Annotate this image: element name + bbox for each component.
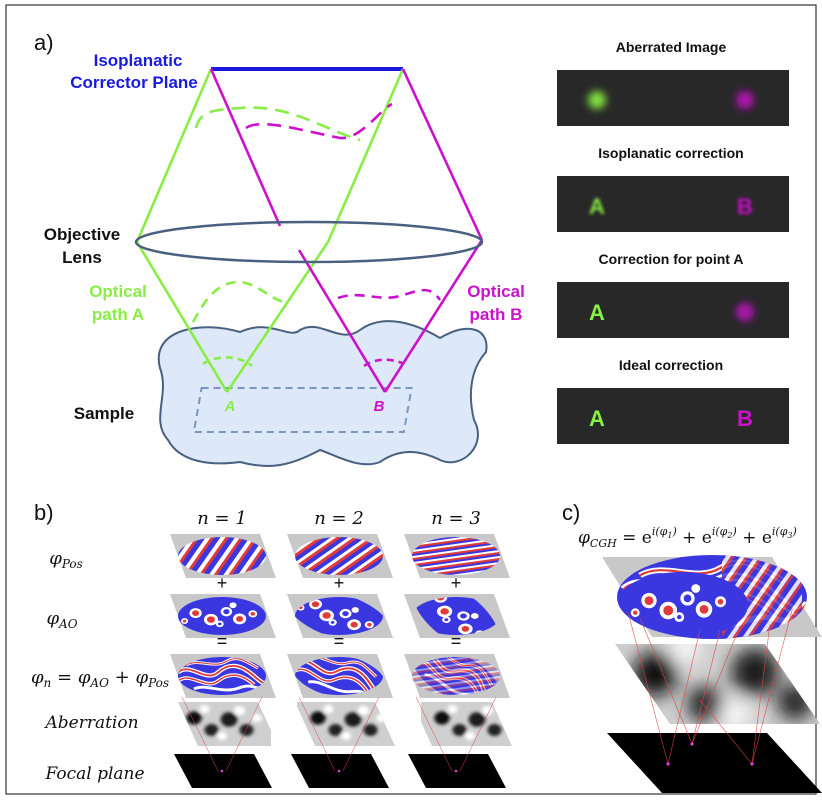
pos-phase-plane	[404, 534, 510, 578]
optical-path-b	[209, 68, 484, 393]
panel-b: b) φPos φAO φn = φAO + φPos Aberration F…	[31, 500, 519, 788]
focal-plane	[291, 754, 389, 788]
sample-blob	[157, 320, 488, 467]
sample-label: Sample	[74, 404, 134, 423]
image-panel-background	[557, 388, 789, 444]
equals-sign: =	[334, 631, 345, 651]
panel-b-column: n = 3 + =	[404, 508, 519, 788]
cgh-plane	[602, 555, 822, 639]
focal-plane	[408, 754, 506, 788]
image-panel-title: Isoplanatic correction	[598, 145, 743, 161]
ao-phase-plane	[170, 594, 276, 638]
image-panel-title: Ideal correction	[619, 357, 723, 373]
panel-b-columns: n = 1 + = n = 2 + = n = 3 + =	[170, 508, 519, 788]
plus-sign: +	[451, 573, 462, 593]
optical-path-a	[135, 68, 405, 393]
image-spot-left: A	[588, 90, 606, 112]
pos-phase-plane	[287, 534, 393, 578]
ray-lines	[181, 696, 263, 772]
plus-sign: +	[334, 573, 345, 593]
panel-b-column: n = 2 + =	[287, 508, 400, 788]
optical-path-b-label-line2: path B	[470, 305, 523, 324]
panel-c-label: c)	[562, 500, 580, 525]
ray-lines	[298, 696, 380, 772]
sample-dashed-region	[192, 387, 413, 433]
objective-lens-label-line2: Lens	[62, 248, 102, 267]
row-label-aberration: Aberration	[43, 713, 138, 733]
image-panel-background	[557, 176, 789, 232]
point-b-label: B	[374, 398, 385, 415]
row-label-ao-phi: φ	[46, 608, 59, 629]
row-label-focal: Focal plane	[44, 764, 144, 784]
image-letter-left: A	[589, 300, 605, 325]
cgh-equation: φCGH = ei(φ1) + ei(φ2) + ei(φ3)	[578, 525, 797, 550]
optical-path-a-label-line2: path A	[92, 305, 144, 324]
optical-path-a-label-line1: Optical	[89, 282, 147, 301]
focal-spot	[337, 769, 341, 773]
corrector-plane-label: Isoplanatic Corrector Plane	[70, 51, 198, 92]
row-label-ao-sub: AO	[58, 617, 78, 631]
panel-c: c) φCGH = ei(φ1) + ei(φ2) + ei(φ3)	[562, 500, 822, 793]
row-label-ao: φAO	[46, 608, 77, 631]
image-panel-title: Aberrated Image	[616, 39, 727, 55]
plus-sign: +	[217, 573, 228, 593]
objective-lens-label-line1: Objective	[44, 225, 121, 244]
cgh-focal-plane	[607, 733, 822, 793]
corrector-plane-label-line2: Corrector Plane	[70, 73, 198, 92]
column-header: n = 2	[314, 508, 364, 529]
row-label-pos-sub: Pos	[61, 557, 83, 571]
combined-phase-plane	[170, 654, 276, 698]
combined-phase-plane	[404, 654, 510, 698]
row-label-pos-phi: φ	[49, 548, 62, 569]
panel-b-label: b)	[34, 500, 54, 525]
row-label-pos: φPos	[49, 548, 83, 571]
objective-lens-label: Objective Lens	[44, 225, 121, 267]
panel-a: a) Isoplanatic	[34, 30, 789, 467]
panel-b-column: n = 1 + =	[170, 508, 276, 788]
equals-sign: =	[451, 631, 462, 651]
combined-phase-plane	[287, 654, 393, 698]
cgh-rays	[627, 609, 793, 765]
column-header: n = 3	[431, 508, 481, 529]
image-spot-right: B	[736, 302, 754, 324]
optical-path-b-label: Optical path B	[467, 282, 525, 324]
image-letter-right: B	[737, 194, 753, 219]
image-letter-right: B	[738, 90, 752, 112]
cgh-focus-spot-3	[750, 762, 754, 766]
image-spot-right: B	[736, 90, 754, 112]
cgh-focus-spot-1	[666, 762, 670, 766]
corrector-plane-label-line1: Isoplanatic	[94, 51, 183, 70]
optical-path-a-label: Optical path A	[89, 282, 147, 324]
equals-sign: =	[217, 631, 228, 651]
ray-lines	[415, 696, 497, 772]
focal-spot	[220, 769, 224, 773]
optical-path-b-label-line1: Optical	[467, 282, 525, 301]
point-a-label: A	[224, 398, 236, 415]
column-header: n = 1	[197, 508, 247, 529]
ao-phase-plane	[287, 594, 393, 638]
image-letter-right: B	[737, 406, 753, 431]
image-letter-left: A	[589, 406, 605, 431]
focal-spot	[454, 769, 458, 773]
image-panel-title: Correction for point A	[599, 251, 744, 267]
pos-phase-plane	[170, 534, 276, 578]
image-letter-left: A	[590, 90, 604, 112]
objective-lens	[134, 220, 484, 264]
panel-a-label: a)	[34, 30, 54, 55]
cgh-focus-spot-2	[690, 742, 694, 746]
row-label-sum: φn = φAO + φPos	[31, 667, 169, 690]
ao-phase-plane	[404, 594, 510, 638]
image-letter-left: A	[589, 194, 605, 219]
image-letter-right: B	[738, 302, 752, 324]
focal-plane	[174, 754, 272, 788]
